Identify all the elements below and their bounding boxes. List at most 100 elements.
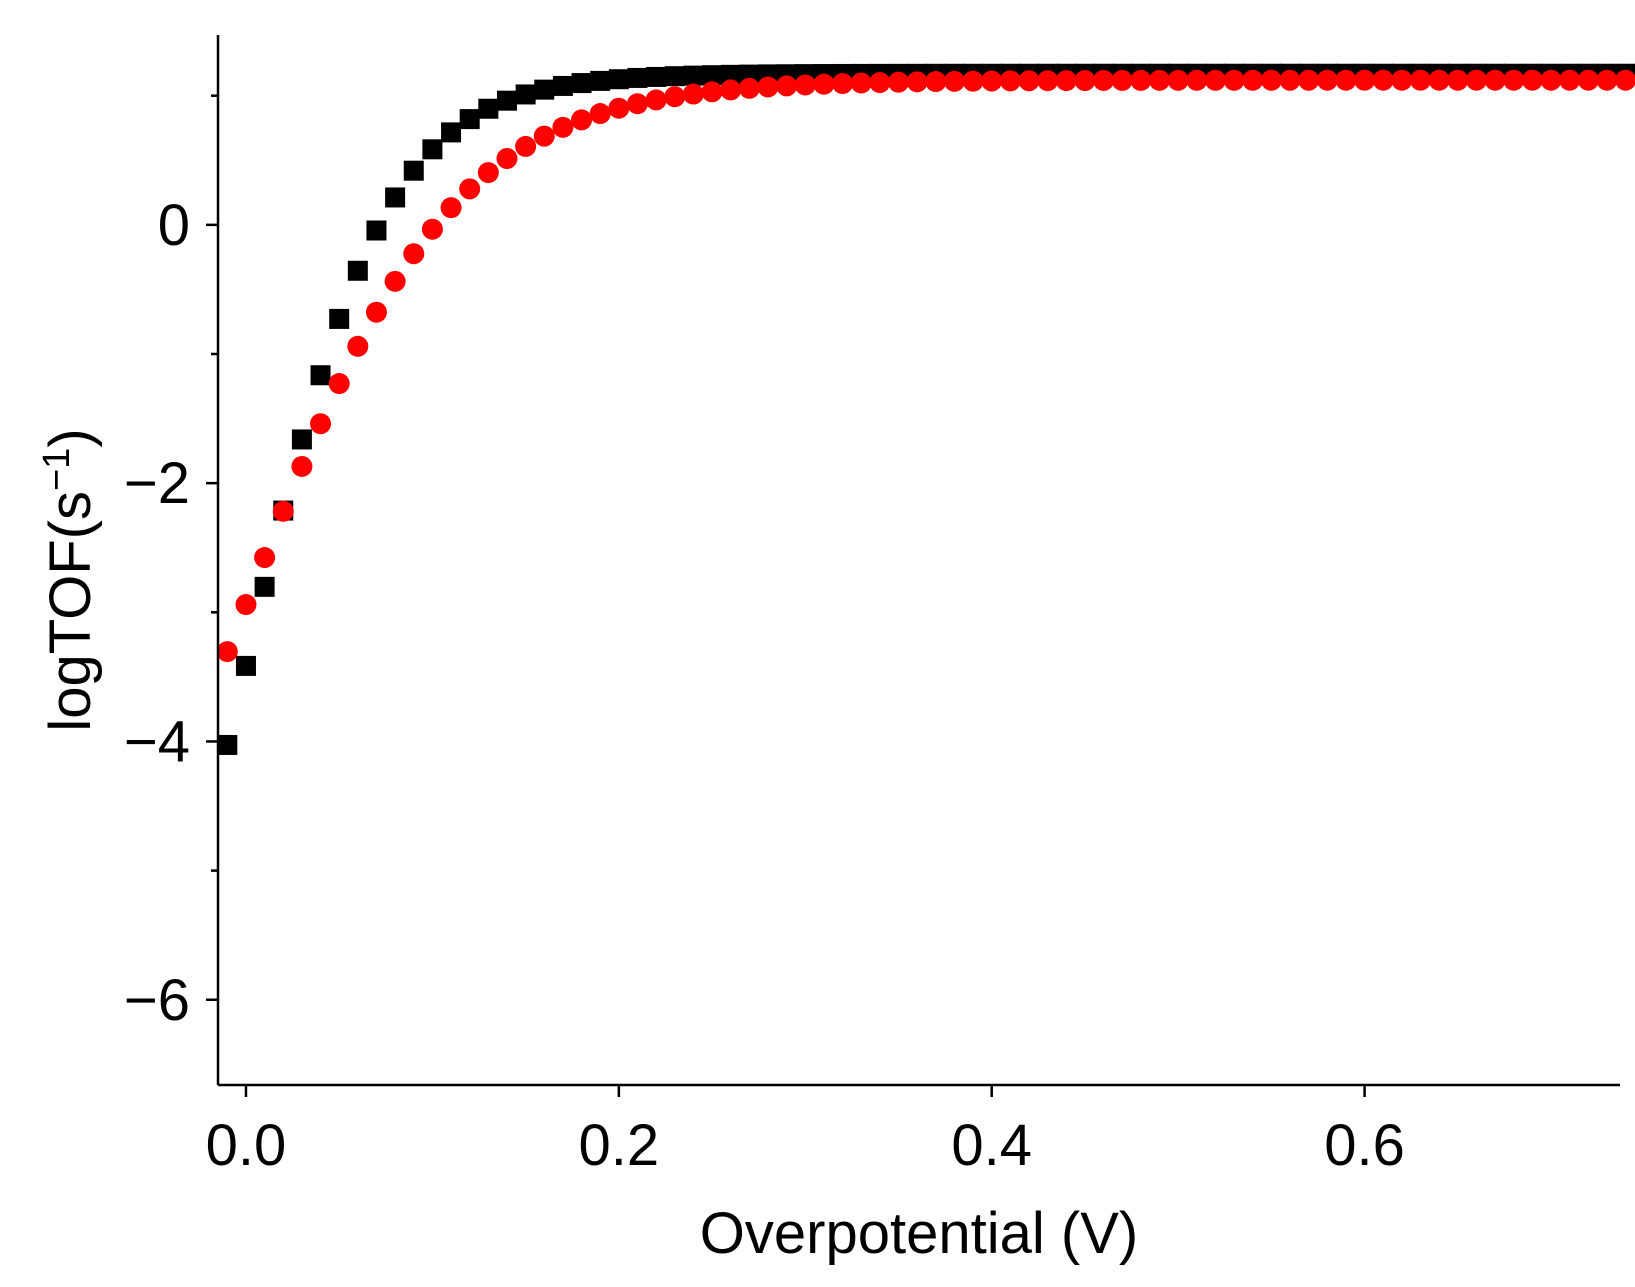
series-circle xyxy=(218,69,1635,663)
data-point-circle xyxy=(1521,69,1543,91)
data-point-circle xyxy=(1130,69,1152,91)
data-point-circle xyxy=(1540,69,1562,91)
data-point-square xyxy=(683,65,704,86)
data-point-circle xyxy=(626,93,648,115)
data-point-circle xyxy=(384,270,406,292)
data-point-circle xyxy=(1093,69,1115,91)
data-point-circle xyxy=(645,89,667,111)
data-point-circle xyxy=(1484,69,1506,91)
data-point-circle xyxy=(1316,69,1338,91)
data-point-circle xyxy=(1037,70,1059,92)
data-point-circle xyxy=(459,178,481,200)
x-tick-label: 0.0 xyxy=(206,1113,287,1178)
data-point-circle xyxy=(1503,69,1525,91)
data-point-circle xyxy=(310,413,332,435)
data-point-circle xyxy=(1577,69,1599,91)
y-axis-label-close: ) xyxy=(38,428,103,447)
y-tick-label: −4 xyxy=(124,709,190,774)
data-point-circle xyxy=(1298,69,1320,91)
data-point-circle xyxy=(850,72,872,94)
data-point-circle xyxy=(757,76,779,98)
data-point-circle xyxy=(477,162,499,184)
data-point-square xyxy=(627,67,648,88)
y-axis-label-superscript: −1 xyxy=(36,448,78,491)
data-point-circle xyxy=(1391,69,1413,91)
data-point-square xyxy=(702,65,723,86)
data-point-square xyxy=(422,139,443,160)
data-point-circle xyxy=(1465,69,1487,91)
data-point-circle xyxy=(1167,69,1189,91)
data-point-square xyxy=(441,122,462,143)
data-point-circle xyxy=(365,301,387,323)
data-point-circle xyxy=(608,97,630,119)
x-tick-label: 0.2 xyxy=(579,1113,660,1178)
data-point-square xyxy=(459,109,480,130)
data-point-square xyxy=(218,734,238,755)
data-point-circle xyxy=(552,116,574,138)
data-point-circle xyxy=(682,83,704,105)
data-point-square xyxy=(254,576,275,597)
data-point-square xyxy=(496,90,517,111)
x-axis-label: Overpotential (V) xyxy=(700,1201,1138,1266)
data-point-square xyxy=(608,69,629,90)
data-point-circle xyxy=(1615,69,1635,91)
x-tick-label: 0.4 xyxy=(951,1113,1032,1178)
data-point-square xyxy=(347,260,368,281)
data-point-circle xyxy=(1372,69,1394,91)
data-point-square xyxy=(720,64,741,85)
data-point-circle xyxy=(981,70,1003,92)
data-point-circle xyxy=(738,77,760,99)
data-point-circle xyxy=(962,70,984,92)
series-layer xyxy=(218,63,1635,755)
data-point-circle xyxy=(235,594,257,616)
y-tick-label: −6 xyxy=(124,968,190,1033)
data-point-circle xyxy=(440,197,462,219)
data-point-circle xyxy=(515,135,537,157)
data-point-square xyxy=(385,187,406,208)
data-point-square xyxy=(534,79,555,100)
data-point-circle xyxy=(571,109,593,131)
y-axis-label-main: logTOF(s xyxy=(38,491,103,732)
data-point-circle xyxy=(1447,69,1469,91)
data-point-square xyxy=(329,308,350,329)
data-point-square xyxy=(646,66,667,87)
data-point-square xyxy=(552,75,573,96)
y-axis-label: logTOF(s−1) xyxy=(36,428,103,731)
data-point-circle xyxy=(869,72,891,94)
data-point-circle xyxy=(347,335,369,357)
data-point-circle xyxy=(403,243,425,265)
data-point-circle xyxy=(813,73,835,95)
data-point-circle xyxy=(1335,69,1357,91)
data-point-circle xyxy=(589,103,611,125)
data-point-square xyxy=(366,220,387,241)
data-point-square xyxy=(235,655,256,676)
data-point-circle xyxy=(943,70,965,92)
x-axis-ticks: 0.0 0.2 0.4 0.6 xyxy=(206,1085,1405,1178)
data-point-circle xyxy=(1596,69,1618,91)
data-point-square xyxy=(478,98,499,119)
data-point-circle xyxy=(1260,69,1282,91)
data-point-square xyxy=(590,70,611,91)
series-square xyxy=(218,63,1635,755)
data-point-square xyxy=(571,73,592,94)
data-point-circle xyxy=(1149,69,1171,91)
data-point-square xyxy=(664,66,685,87)
y-tick-label: 0 xyxy=(158,193,190,258)
y-tick-label: −2 xyxy=(124,451,190,516)
data-point-circle xyxy=(1428,69,1450,91)
data-point-circle xyxy=(925,71,947,93)
data-point-square xyxy=(291,429,312,450)
data-point-circle xyxy=(272,500,294,522)
data-point-circle xyxy=(1018,70,1040,92)
data-point-circle xyxy=(1354,69,1376,91)
data-point-circle xyxy=(1559,69,1581,91)
data-point-circle xyxy=(218,641,238,663)
data-point-circle xyxy=(533,125,555,147)
x-tick-label: 0.6 xyxy=(1324,1113,1405,1178)
data-point-square xyxy=(310,365,331,386)
y-axis-ticks: 0 −2 −4 −6 xyxy=(124,94,218,1033)
data-point-circle xyxy=(906,71,928,93)
data-point-circle xyxy=(794,74,816,96)
data-point-square xyxy=(403,160,424,181)
data-point-circle xyxy=(328,373,350,395)
